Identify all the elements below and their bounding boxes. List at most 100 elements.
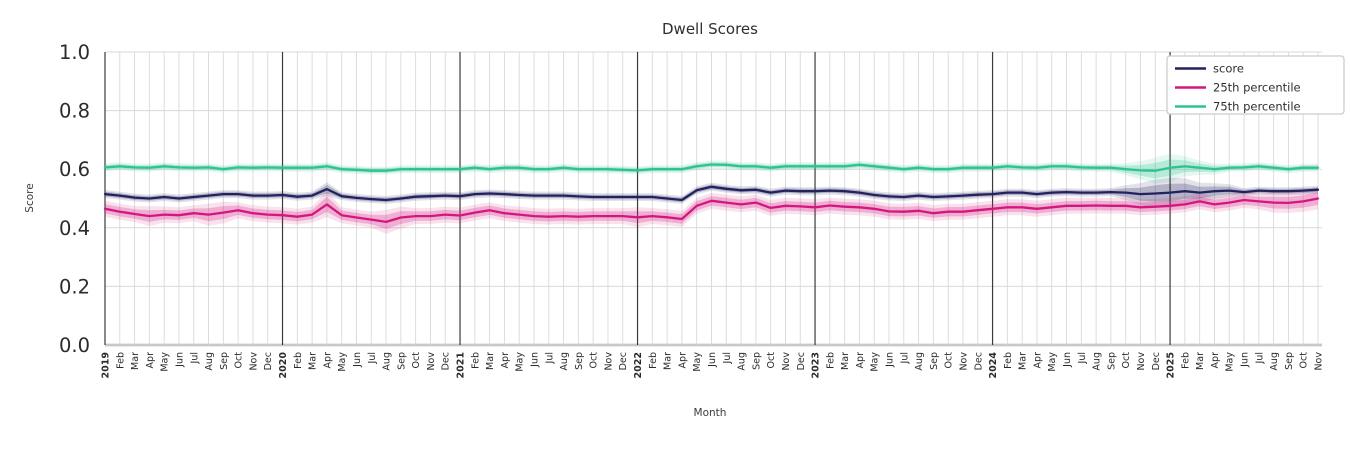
- y-tick-label: 0.6: [59, 158, 90, 181]
- x-tick-label: Mar: [485, 352, 496, 370]
- x-tick-label: Nov: [603, 352, 614, 371]
- x-tick-label: Jul: [189, 352, 200, 364]
- x-tick-label: Jun: [174, 352, 185, 368]
- x-tick-label: Sep: [1106, 352, 1117, 370]
- x-tick-label: 2019: [101, 352, 112, 378]
- confidence-band: [105, 187, 1318, 234]
- x-tick-label: Feb: [115, 352, 126, 369]
- x-tick-label: Jun: [529, 352, 540, 368]
- x-tick-label: Nov: [426, 352, 437, 371]
- x-tick-label: 2024: [988, 352, 999, 379]
- x-tick-label: Mar: [130, 352, 141, 370]
- legend-item-25th-percentile: 25th percentile: [1175, 81, 1301, 95]
- x-tick-label: Sep: [1284, 352, 1295, 370]
- x-tick-label: 2020: [278, 352, 289, 379]
- legend-item-75th-percentile: 75th percentile: [1175, 100, 1301, 114]
- x-tick-label: Mar: [1195, 352, 1206, 370]
- x-tick-label: Feb: [825, 352, 836, 369]
- x-tick-label: Sep: [219, 352, 230, 370]
- x-tick-label: Oct: [234, 352, 245, 369]
- x-tick-label: Oct: [1121, 352, 1132, 369]
- x-tick-label: Jul: [1077, 352, 1088, 364]
- x-tick-label: Mar: [308, 352, 319, 370]
- x-tick-label: Jul: [544, 352, 555, 364]
- x-tick-label: May: [160, 352, 171, 372]
- x-tick-label: Dec: [1151, 352, 1162, 370]
- legend-label: 25th percentile: [1213, 81, 1301, 95]
- confidence-band: [105, 192, 1318, 229]
- x-tick-label: Apr: [1032, 352, 1043, 369]
- x-tick-label: May: [1047, 352, 1058, 372]
- x-tick-label: Feb: [648, 352, 659, 369]
- x-tick-label: Jul: [899, 352, 910, 364]
- confidence-band: [105, 177, 1318, 208]
- x-tick-label: May: [692, 352, 703, 372]
- x-tick-label: Nov: [781, 352, 792, 371]
- x-tick-label: Sep: [574, 352, 585, 370]
- x-tick-label: Dec: [441, 352, 452, 370]
- y-tick-label: 0.8: [59, 100, 90, 123]
- x-tick-label: Aug: [737, 352, 748, 371]
- grid-lines: [104, 51, 1322, 347]
- x-tick-label: Mar: [1018, 352, 1029, 370]
- x-tick-label: Jun: [1240, 352, 1251, 368]
- x-tick-label: May: [870, 352, 881, 372]
- x-tick-label: Apr: [500, 352, 511, 369]
- x-tick-label: Oct: [411, 352, 422, 369]
- x-tick-label: May: [515, 352, 526, 372]
- x-tick-label: Jun: [352, 352, 363, 368]
- y-tick-label: 0.4: [59, 217, 90, 240]
- x-tick-label: Aug: [1269, 352, 1280, 371]
- series-line-25th-percentile: [103, 197, 1320, 224]
- x-tick-label: Apr: [1210, 352, 1221, 369]
- x-tick-label: Nov: [248, 352, 259, 371]
- x-tick-label: Oct: [1299, 352, 1310, 369]
- legend-box: [1166, 55, 1345, 115]
- legend-label: score: [1213, 62, 1244, 76]
- x-tick-label: Sep: [396, 352, 407, 370]
- x-tick-label: Apr: [855, 352, 866, 369]
- x-tick-label: Aug: [382, 352, 393, 371]
- x-tick-label: Apr: [322, 352, 333, 369]
- x-tick-label: Nov: [1314, 352, 1325, 371]
- y-axis-label: Score: [24, 183, 36, 212]
- series-line-score: [103, 185, 1320, 202]
- x-tick-label: Feb: [293, 352, 304, 369]
- x-tick-label: 2021: [456, 352, 467, 378]
- series-line-75th-percentile: [103, 163, 1320, 172]
- x-tick-label: Feb: [470, 352, 481, 369]
- x-tick-label: Aug: [204, 352, 215, 371]
- x-tick-label: Dec: [263, 352, 274, 370]
- x-tick-label: Mar: [663, 352, 674, 370]
- x-tick-label: Feb: [1003, 352, 1014, 369]
- y-tick-label: 0.2: [59, 275, 90, 298]
- x-tick-label: Aug: [559, 352, 570, 371]
- x-tick-label: Aug: [1092, 352, 1103, 371]
- x-tick-label: Aug: [914, 352, 925, 371]
- x-tick-label: Oct: [944, 352, 955, 369]
- x-tick-label: Nov: [958, 352, 969, 371]
- x-tick-label: Jul: [367, 352, 378, 364]
- x-tick-label: Jun: [707, 352, 718, 368]
- x-tick-label: Oct: [589, 352, 600, 369]
- y-tick-label: 0.0: [59, 334, 90, 357]
- series-lines: [103, 163, 1320, 224]
- x-tick-label: Mar: [840, 352, 851, 370]
- x-axis-label: Month: [694, 407, 727, 419]
- legend-label: 75th percentile: [1213, 100, 1301, 114]
- x-tick-label: Apr: [145, 352, 156, 369]
- x-tick-label: Sep: [929, 352, 940, 370]
- x-tick-label: Dec: [796, 352, 807, 370]
- x-tick-label: Jun: [1062, 352, 1073, 368]
- x-tick-label: Oct: [766, 352, 777, 369]
- y-tick-label: 1.0: [59, 41, 90, 64]
- x-tick-label: 2022: [633, 352, 644, 378]
- x-tick-label: Dec: [618, 352, 629, 370]
- x-tick-label: Jul: [722, 352, 733, 364]
- x-tick-label: May: [337, 352, 348, 372]
- legend: score 25th percentile 75th percentile: [1166, 55, 1345, 115]
- x-tick-label: Apr: [677, 352, 688, 369]
